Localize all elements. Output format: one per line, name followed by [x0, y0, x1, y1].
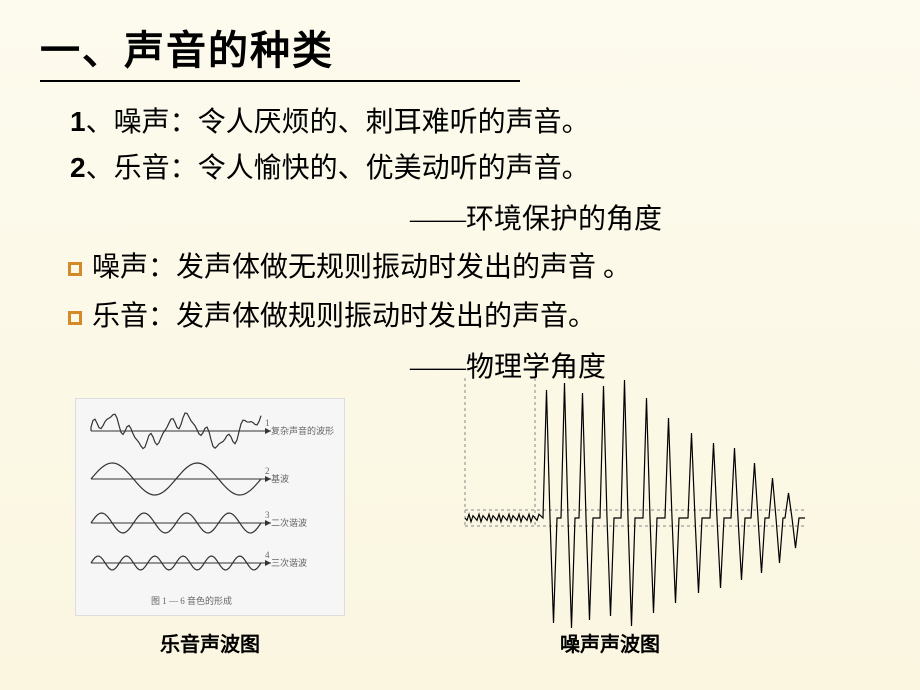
- content-block: 1、噪声：令人厌烦的、刺耳难听的声音。 2、乐音：令人愉快的、优美动听的声音。 …: [0, 82, 920, 391]
- bullet-1-text: 噪声：发声体做无规则振动时发出的声音 。: [92, 246, 631, 291]
- caption-music: 乐音声波图: [160, 628, 260, 657]
- line-1: 1、噪声：令人厌烦的、刺耳难听的声音。: [70, 100, 920, 146]
- bullet-2-text: 乐音：发声体做规则振动时发出的声音。: [92, 295, 596, 340]
- svg-text:1: 1: [265, 418, 270, 428]
- svg-text:基波: 基波: [271, 473, 289, 484]
- svg-text:三次谐波: 三次谐波: [271, 557, 307, 568]
- page-title: 一、声音的种类: [40, 18, 920, 76]
- line-1-number: 1: [70, 106, 86, 137]
- bullet-line-1: 噪声：发声体做无规则振动时发出的声音 。: [68, 246, 920, 291]
- source-1: ——环境保护的角度: [70, 198, 920, 243]
- svg-text:2: 2: [265, 466, 270, 476]
- bullet-icon: [68, 262, 82, 276]
- svg-text:复杂声音的波形: 复杂声音的波形: [271, 425, 334, 436]
- svg-text:4: 4: [265, 550, 270, 560]
- noise-wave-diagram: [450, 368, 810, 638]
- music-wave-diagram: 1复杂声音的波形 2基波 3二次谐波 4三次谐波图 1 — 6 音色的形成: [75, 398, 345, 616]
- caption-noise: 噪声声波图: [560, 628, 660, 657]
- line-2: 2、乐音：令人愉快的、优美动听的声音。: [70, 146, 920, 192]
- bullet-line-2: 乐音：发声体做规则振动时发出的声音。: [68, 295, 920, 340]
- line-2-number: 2: [70, 152, 86, 183]
- bullet-icon: [68, 311, 82, 325]
- diagrams-area: 1复杂声音的波形 2基波 3二次谐波 4三次谐波图 1 — 6 音色的形成 乐音声波图…: [0, 398, 920, 658]
- svg-text:3: 3: [265, 510, 270, 520]
- line-1-text: 、噪声：令人厌烦的、刺耳难听的声音。: [86, 107, 590, 138]
- svg-text:二次谐波: 二次谐波: [271, 517, 307, 528]
- svg-text:图 1 — 6 音色的形成: 图 1 — 6 音色的形成: [151, 595, 232, 606]
- line-2-text: 、乐音：令人愉快的、优美动听的声音。: [86, 153, 590, 184]
